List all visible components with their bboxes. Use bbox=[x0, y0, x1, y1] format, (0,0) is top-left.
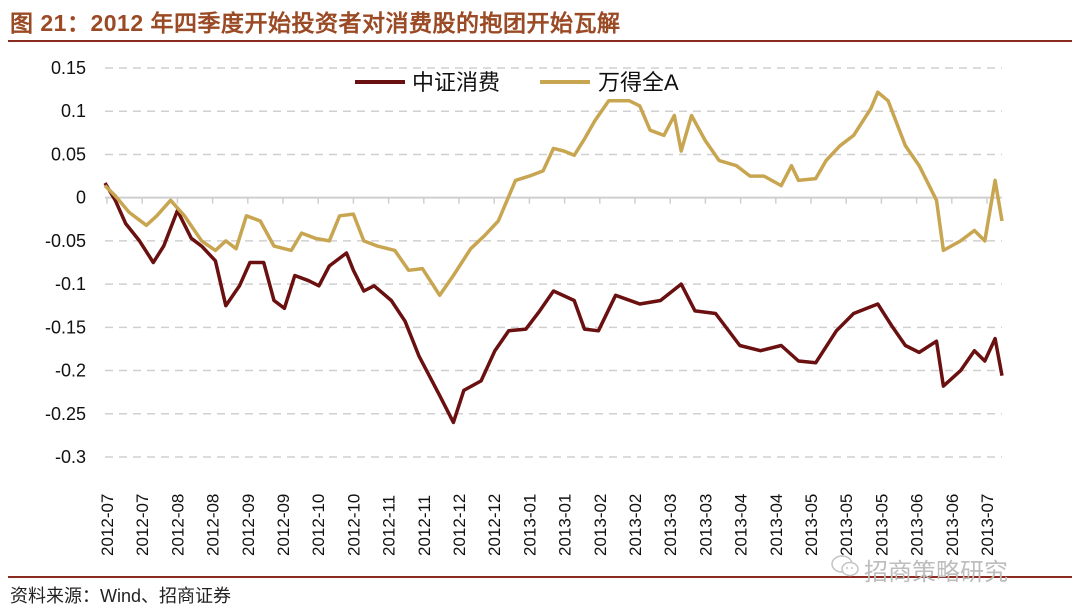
x-tick-label: 2012-10 bbox=[309, 494, 328, 556]
x-tick-label: 2013-02 bbox=[591, 494, 610, 556]
series-line-all-a bbox=[103, 90, 1004, 298]
y-tick-label: -0.25 bbox=[45, 404, 86, 424]
x-axis: 2012-07 2012-07 2012-08 2012-08 2012-09 2012-… bbox=[98, 196, 1002, 556]
x-tick-label: 2012-09 bbox=[239, 494, 258, 556]
y-tick-label: 0.05 bbox=[51, 144, 86, 164]
x-tick-label: 2013-04 bbox=[767, 494, 786, 556]
y-axis-labels: 0.15 0.1 0.05 0 -0.05 -0.1 -0.15 -0.2 -0.25 -0.3 bbox=[45, 58, 86, 467]
chart-title: 图 21：2012 年四季度开始投资者对消费股的抱团开始瓦解 bbox=[10, 10, 621, 36]
series-line-consumer bbox=[103, 182, 1004, 425]
x-tick-label: 2013-03 bbox=[661, 494, 680, 556]
wechat-icon bbox=[830, 553, 860, 586]
x-tick-label: 2012-07 bbox=[133, 494, 152, 556]
x-tick-label: 2013-01 bbox=[556, 494, 575, 556]
source-note: 资料来源：Wind、招商证券 bbox=[10, 586, 232, 606]
x-tick-label: 2012-08 bbox=[204, 494, 223, 556]
legend-label-consumer: 中证消费 bbox=[412, 70, 500, 95]
x-tick-label: 2012-10 bbox=[344, 494, 363, 556]
y-tick-label: -0.2 bbox=[55, 361, 86, 381]
y-tick-label: -0.15 bbox=[45, 317, 86, 337]
gridlines bbox=[105, 67, 1002, 458]
watermark: 招商策略研究 bbox=[830, 552, 1008, 587]
y-tick-label: 0 bbox=[76, 188, 86, 208]
x-tick-label: 2012-12 bbox=[485, 494, 504, 556]
x-tick-label: 2013-05 bbox=[837, 494, 856, 556]
x-tick-label: 2013-05 bbox=[802, 494, 821, 556]
y-tick-label: 0.15 bbox=[51, 58, 86, 78]
x-tick-label: 2013-07 bbox=[978, 494, 997, 556]
x-tick-label: 2012-11 bbox=[415, 495, 434, 556]
watermark-text: 招商策略研究 bbox=[864, 559, 1008, 586]
x-tick-label: 2012-09 bbox=[274, 494, 293, 556]
x-tick-label: 2013-04 bbox=[732, 494, 751, 556]
x-tick-label: 2012-07 bbox=[98, 494, 117, 556]
y-tick-label: -0.05 bbox=[45, 231, 86, 251]
y-tick-label: -0.1 bbox=[55, 274, 86, 294]
x-tick-label: 2012-08 bbox=[168, 494, 187, 556]
x-tick-label: 2013-01 bbox=[520, 494, 539, 556]
legend-label-all-a: 万得全A bbox=[598, 70, 679, 95]
legend: 中证消费 万得全A bbox=[355, 70, 679, 95]
title-divider bbox=[8, 40, 1072, 42]
footer-divider bbox=[8, 576, 1072, 578]
x-tick-label: 2013-03 bbox=[696, 494, 715, 556]
x-tick-label: 2012-12 bbox=[450, 494, 469, 556]
x-tick-label: 2013-06 bbox=[943, 494, 962, 556]
y-tick-label: -0.3 bbox=[55, 447, 86, 467]
y-tick-label: 0.1 bbox=[61, 101, 86, 121]
x-tick-label: 2012-11 bbox=[380, 495, 399, 556]
x-tick-label: 2013-06 bbox=[908, 494, 927, 556]
x-tick-label: 2013-02 bbox=[626, 494, 645, 556]
x-tick-label: 2013-05 bbox=[872, 494, 891, 556]
series-lines bbox=[103, 90, 1004, 425]
